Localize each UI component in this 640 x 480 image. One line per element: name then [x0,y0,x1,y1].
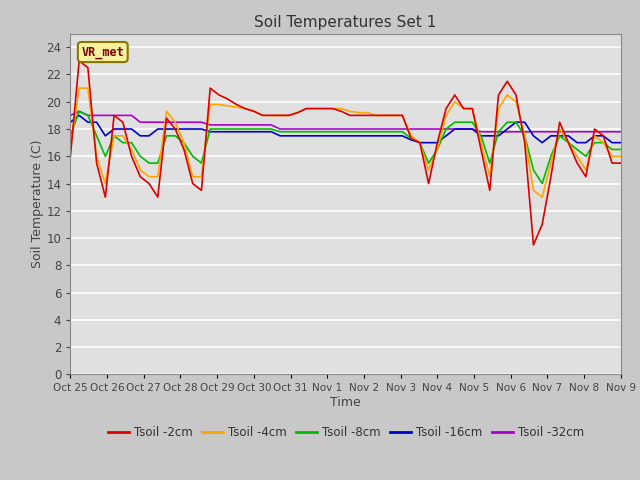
Tsoil -4cm [433,146,441,152]
Line: Tsoil -2cm: Tsoil -2cm [70,61,621,245]
Tsoil -4cm [538,194,546,200]
Tsoil -16cm [303,133,310,139]
Tsoil -16cm [442,133,450,139]
Tsoil -4cm [425,167,433,173]
Tsoil -4cm [381,112,388,118]
Tsoil -8cm [145,160,153,166]
Tsoil -2cm [433,140,441,145]
Tsoil -4cm [145,174,153,180]
Y-axis label: Soil Temperature (C): Soil Temperature (C) [31,140,44,268]
Tsoil -2cm [529,242,537,248]
Tsoil -2cm [303,106,310,111]
Tsoil -16cm [76,112,83,118]
Tsoil -4cm [76,85,83,91]
Line: Tsoil -32cm: Tsoil -32cm [70,111,621,132]
Tsoil -2cm [425,180,433,186]
X-axis label: Time: Time [330,396,361,409]
Tsoil -8cm [433,146,441,152]
Tsoil -2cm [381,112,388,118]
Tsoil -4cm [67,146,74,152]
Tsoil -32cm [381,126,388,132]
Tsoil -8cm [346,129,354,134]
Tsoil -2cm [67,154,74,159]
Tsoil -16cm [346,133,354,139]
Tsoil -8cm [617,146,625,152]
Line: Tsoil -8cm: Tsoil -8cm [70,111,621,183]
Tsoil -16cm [416,140,424,145]
Tsoil -8cm [67,133,74,139]
Line: Tsoil -16cm: Tsoil -16cm [70,115,621,143]
Tsoil -8cm [381,129,388,134]
Tsoil -16cm [381,133,388,139]
Tsoil -32cm [303,126,310,132]
Tsoil -32cm [477,129,485,134]
Tsoil -32cm [433,126,441,132]
Tsoil -16cm [617,140,625,145]
Text: VR_met: VR_met [81,46,124,59]
Tsoil -8cm [76,108,83,114]
Tsoil -32cm [76,108,83,114]
Tsoil -32cm [617,129,625,134]
Title: Soil Temperatures Set 1: Soil Temperatures Set 1 [255,15,436,30]
Tsoil -8cm [538,180,546,186]
Tsoil -8cm [303,129,310,134]
Tsoil -32cm [145,120,153,125]
Tsoil -32cm [67,112,74,118]
Legend: Tsoil -2cm, Tsoil -4cm, Tsoil -8cm, Tsoil -16cm, Tsoil -32cm: Tsoil -2cm, Tsoil -4cm, Tsoil -8cm, Tsoi… [103,421,588,444]
Tsoil -4cm [346,108,354,114]
Tsoil -2cm [617,160,625,166]
Tsoil -32cm [346,126,354,132]
Tsoil -4cm [617,154,625,159]
Tsoil -16cm [145,133,153,139]
Line: Tsoil -4cm: Tsoil -4cm [70,88,621,197]
Tsoil -4cm [303,106,310,111]
Tsoil -2cm [145,180,153,186]
Tsoil -16cm [67,120,74,125]
Tsoil -32cm [425,126,433,132]
Tsoil -2cm [346,112,354,118]
Tsoil -16cm [433,140,441,145]
Tsoil -8cm [425,160,433,166]
Tsoil -2cm [76,58,83,64]
